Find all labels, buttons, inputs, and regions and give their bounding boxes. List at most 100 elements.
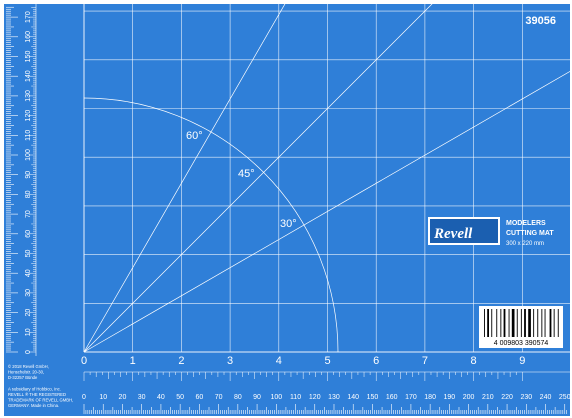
copyright-line: GERMANY. Made in China. [8, 403, 59, 408]
inch-label: 6 [373, 355, 379, 367]
mm-label-left: 170 [25, 11, 32, 23]
inch-label: 8 [471, 355, 477, 367]
svg-text:4 009803 390574: 4 009803 390574 [494, 340, 549, 347]
mat-surface [4, 4, 570, 416]
copyright-line: © 2018 Revell GmbH, [8, 364, 49, 369]
mm-label-bottom: 70 [215, 394, 223, 401]
barcode-bar [508, 309, 510, 337]
copyright-line: Henschelstr. 20-30, [8, 370, 44, 375]
mm-label-bottom: 20 [119, 394, 127, 401]
barcode: 4 009803 390574 [479, 306, 563, 348]
title-line1: MODELERS [506, 220, 546, 227]
scale-labels: 0 1 2 3 4 5 6 7 8 90 10 20 30 40 50 60 70 80 90 100 110 120 13… [25, 11, 571, 401]
inch-label: 1 [130, 355, 136, 367]
barcode-bar [520, 309, 522, 337]
inch-label: 2 [178, 355, 184, 367]
barcode-bar [511, 309, 515, 337]
mm-label-bottom: 30 [138, 394, 146, 401]
barcode-bar [500, 309, 502, 337]
mm-label-bottom: 110 [290, 394, 301, 401]
size-text: 300 x 220 mm [506, 241, 544, 247]
mm-label-bottom: 160 [386, 394, 398, 401]
mm-label-left: 100 [25, 149, 32, 161]
protractor-arc [83, 97, 339, 353]
mm-label-bottom: 50 [176, 394, 184, 401]
mm-label-left: 90 [25, 171, 32, 179]
grid-lines [83, 4, 570, 353]
angle-guide-45 [83, 0, 437, 353]
barcode-bar [491, 309, 493, 337]
mm-label-left: 160 [25, 31, 32, 43]
mm-label-left: 150 [25, 51, 32, 63]
mm-label-bottom: 140 [347, 394, 359, 401]
mm-label-left: 120 [25, 110, 32, 122]
inch-label: 5 [324, 355, 330, 367]
mm-label-left: 20 [25, 309, 32, 317]
barcode-bar [516, 309, 518, 337]
mm-label-left: 0 [25, 350, 32, 354]
mm-label-bottom: 90 [253, 394, 261, 401]
mm-label-bottom: 200 [463, 394, 475, 401]
mm-label-bottom: 80 [234, 394, 242, 401]
copyright-line: TRADEMARK OF REVELL GMBH, [8, 398, 73, 403]
mm-label-left: 40 [25, 269, 32, 277]
inch-label: 0 [81, 355, 87, 367]
angle-guide-60 [83, 0, 288, 353]
mm-label-bottom: 150 [367, 394, 379, 401]
mm-label-left: 70 [25, 210, 32, 218]
angle-guides [83, 0, 572, 353]
mm-label-left: 110 [25, 130, 32, 141]
mm-label-bottom: 120 [309, 394, 321, 401]
mm-label-bottom: 250 [559, 394, 571, 401]
barcode-bar [524, 309, 526, 337]
title-line2: CUTTING MAT [506, 230, 554, 237]
mm-label-bottom: 210 [482, 394, 494, 401]
mm-label-bottom: 230 [520, 394, 532, 401]
barcode-bar [487, 309, 489, 337]
barcode-bar [557, 309, 559, 337]
product-number: 39056 [525, 15, 556, 27]
mm-label-bottom: 240 [540, 394, 552, 401]
mm-label-bottom: 0 [82, 394, 86, 401]
inch-label: 9 [519, 355, 525, 367]
mm-label-bottom: 130 [328, 394, 340, 401]
barcode-bar [549, 309, 552, 337]
inch-label: 7 [422, 355, 428, 367]
barcode-bar [544, 309, 546, 337]
mm-label-bottom: 220 [501, 394, 513, 401]
barcode-bar [553, 309, 555, 337]
barcode-bar [533, 309, 535, 337]
mm-label-bottom: 60 [195, 394, 203, 401]
angle-label-30: 30° [280, 218, 297, 230]
angle-label-45: 45° [238, 168, 255, 180]
barcode-bar [541, 309, 543, 337]
mm-label-left: 30 [25, 289, 32, 297]
mm-label-left: 130 [25, 90, 32, 102]
mm-label-left: 140 [25, 70, 32, 82]
mm-label-bottom: 190 [444, 394, 456, 401]
copyright-line: A subsidiary of Hobbico, Inc. [8, 386, 61, 391]
mm-label-bottom: 180 [424, 394, 436, 401]
barcode-bar [528, 309, 531, 337]
mm-label-bottom: 10 [99, 394, 107, 401]
barcode-bar [496, 309, 498, 337]
angle-label-60: 60° [186, 130, 203, 142]
copyright-line: D-32257 Bünde [8, 375, 38, 380]
svg-text:Revell: Revell [433, 226, 473, 242]
rulers [6, 4, 570, 414]
mm-label-bottom: 100 [270, 394, 282, 401]
barcode-bar [503, 309, 506, 337]
barcode-bar [537, 309, 539, 337]
revell-logo: Revell [428, 217, 500, 245]
copyright-block: © 2018 Revell GmbH,Henschelstr. 20-30,D-… [8, 364, 73, 408]
barcode-bar [484, 309, 485, 337]
mm-label-left: 50 [25, 250, 32, 258]
mm-label-left: 60 [25, 230, 32, 238]
mm-label-left: 10 [25, 328, 32, 336]
angle-guide-30 [83, 69, 572, 353]
mm-label-bottom: 40 [157, 394, 165, 401]
copyright-line: REVELL ® THE REGISTERED [8, 392, 66, 397]
mm-label-bottom: 170 [405, 394, 417, 401]
inch-label: 4 [276, 355, 282, 367]
